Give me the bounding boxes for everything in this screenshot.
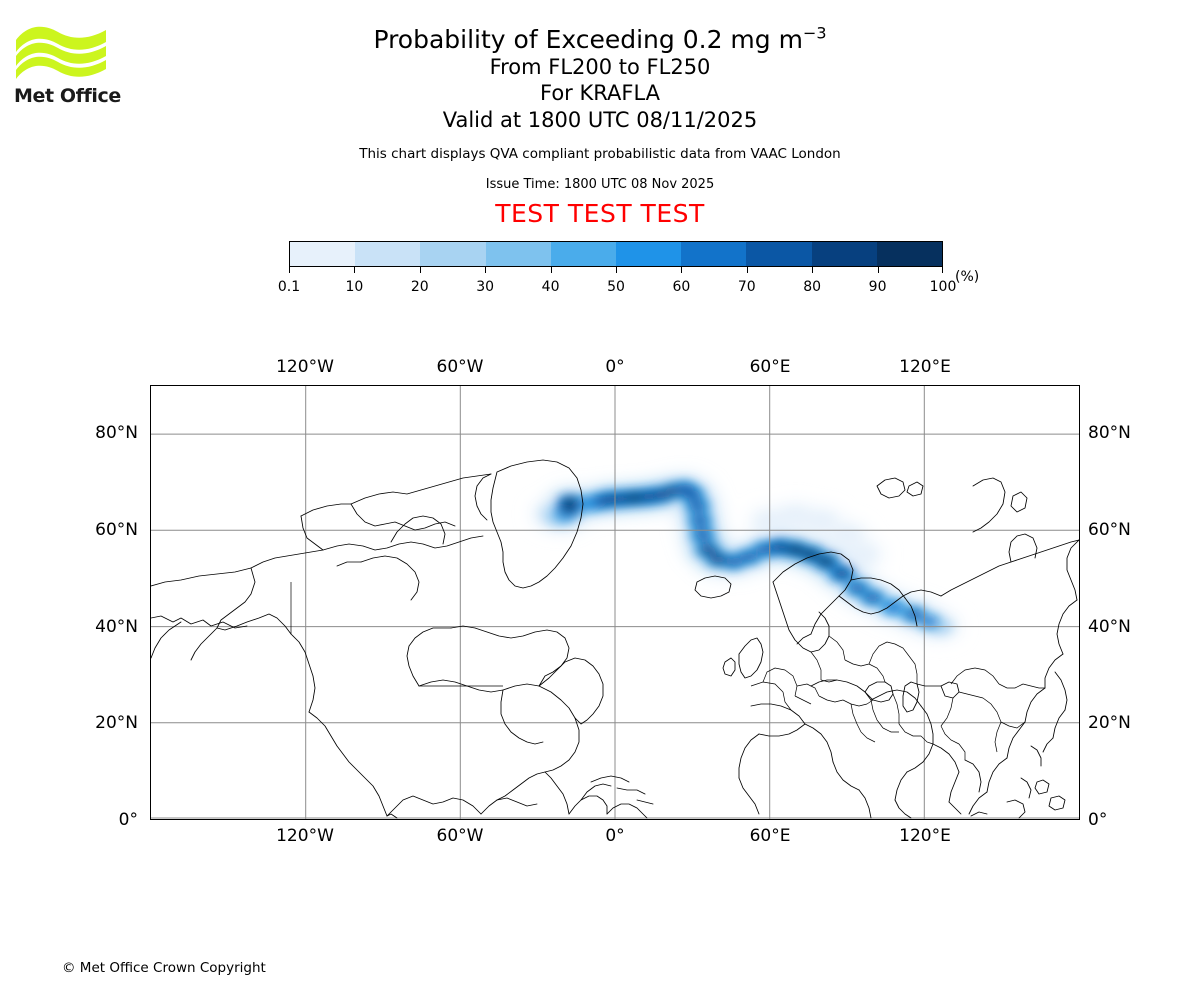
coastlines: [151, 459, 1079, 819]
colorbar-tick: [419, 267, 421, 273]
qva-subtitle: This chart displays QVA compliant probab…: [359, 145, 841, 162]
lat-label-left-2: 40°N: [95, 616, 138, 637]
colorbar-segment-4: [550, 242, 617, 266]
lat-label-left-1: 20°N: [95, 713, 138, 734]
title-volcano: For KRAFLA: [540, 81, 660, 106]
colorbar-segment-7: [746, 242, 812, 266]
lon-label-top-4: 120°E: [899, 357, 951, 377]
lat-label-right-0: 0°: [1088, 810, 1108, 830]
colorbar-tick-label: 80: [803, 279, 822, 295]
colorbar-tick-label: 70: [737, 279, 756, 295]
title-valid-time: Valid at 1800 UTC 08/11/2025: [442, 107, 758, 132]
lon-label-top-3: 60°E: [749, 357, 791, 377]
lon-label-top-2: 0°: [605, 357, 625, 377]
colorbar-unit-label: (%): [955, 269, 980, 285]
colorbar-segment-9: [876, 242, 943, 266]
colorbar-tick-label: 10: [345, 279, 364, 295]
colorbar-tick: [354, 267, 356, 273]
colorbar-tick-labels: 0.1 10 20 30 40 50 60 70 80 90 100: [278, 279, 957, 297]
lat-label-right-4: 80°N: [1088, 423, 1131, 444]
lat-label-right-2: 40°N: [1088, 616, 1131, 637]
colorbar-tick: [681, 267, 683, 273]
map-canvas: [151, 386, 1079, 819]
probability-colorbar: 0.1 10 20 30 40 50 60 70 80 90 100 (%): [278, 241, 979, 297]
colorbar-tick-label: 30: [476, 279, 495, 295]
colorbar-tick: [877, 267, 879, 273]
colorbar-gradient: [289, 241, 943, 267]
lon-label-top-0: 120°W: [276, 357, 334, 377]
country-borders: [290, 582, 1045, 760]
lat-label-left-0: 0°: [118, 810, 138, 830]
lon-label-top-1: 60°W: [436, 357, 484, 377]
colorbar-tick: [746, 267, 748, 273]
issue-time: Issue Time: 1800 UTC 08 Nov 2025: [485, 176, 715, 192]
colorbar-tick: [616, 267, 617, 273]
page-title-exponent: −3: [802, 23, 827, 43]
colorbar-segment-5: [616, 242, 682, 266]
lat-label-left-3: 60°N: [95, 520, 138, 540]
colorbar-tick-label: 50: [607, 279, 625, 295]
colorbar-tick: [550, 267, 552, 273]
page-title-main: Probability of Exceeding 0.2 mg m: [373, 25, 803, 54]
colorbar-tick-label: 0.1: [277, 279, 301, 295]
colorbar-tick-label: 100: [929, 279, 957, 295]
colorbar-segment-8: [811, 242, 877, 266]
lon-label-bottom-3: 60°E: [749, 826, 791, 846]
colorbar-tick: [485, 267, 487, 273]
lat-label-right-3: 60°N: [1088, 520, 1131, 540]
met-office-logo: Met Office: [14, 22, 124, 107]
copyright-notice: © Met Office Crown Copyright: [62, 960, 266, 976]
colorbar-ticks: [289, 267, 943, 279]
met-office-wave-icon: [16, 26, 106, 79]
colorbar-segment-3: [485, 242, 551, 266]
colorbar-tick-label: 20: [410, 279, 429, 295]
colorbar-tick: [289, 267, 290, 273]
colorbar-segment-6: [681, 242, 747, 266]
colorbar-tick-label: 90: [868, 279, 887, 295]
map-gridlines: [151, 386, 1079, 819]
world-map-plot: [150, 385, 1080, 820]
lat-label-right-1: 20°N: [1088, 713, 1131, 734]
colorbar-tick: [942, 267, 943, 273]
colorbar-segment-2: [420, 242, 486, 266]
lon-label-bottom-0: 120°W: [276, 826, 334, 846]
page-title: Probability of Exceeding 0.2 mg m−3: [0, 0, 1200, 54]
plume-core: [554, 484, 939, 627]
colorbar-segment-1: [355, 242, 421, 266]
lon-label-bottom-4: 120°E: [899, 826, 951, 846]
title-flight-levels: From FL200 to FL250: [489, 55, 711, 79]
lon-label-bottom-2: 0°: [605, 826, 625, 846]
colorbar-tick-label: 40: [541, 279, 560, 295]
lat-label-left-4: 80°N: [95, 423, 138, 444]
met-office-logo-text: Met Office: [14, 85, 121, 107]
colorbar-tick-label: 60: [672, 279, 691, 295]
chart-title-block: Probability of Exceeding 0.2 mg m−3 From…: [0, 0, 1200, 228]
colorbar-tick: [812, 267, 814, 273]
test-banner: TEST TEST TEST: [495, 198, 705, 228]
lon-label-bottom-1: 60°W: [436, 826, 484, 846]
ash-plume-layer: [531, 475, 962, 640]
colorbar-segment-0: [290, 242, 356, 266]
